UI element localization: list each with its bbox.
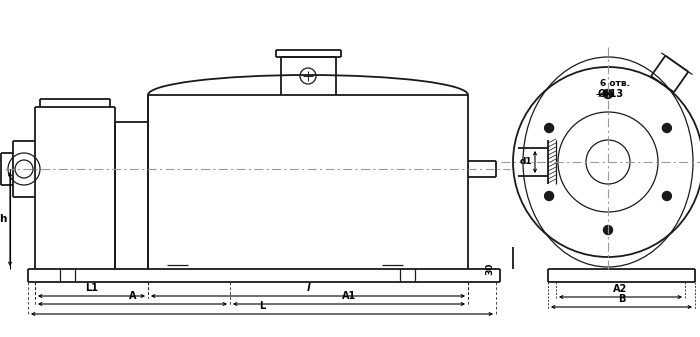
- Text: 30: 30: [485, 263, 494, 275]
- Text: d1: d1: [519, 157, 532, 166]
- Text: A2: A2: [613, 284, 628, 294]
- Circle shape: [545, 191, 554, 201]
- Text: A1: A1: [342, 291, 356, 301]
- Text: l: l: [307, 283, 309, 293]
- Text: L: L: [259, 301, 265, 311]
- Text: A: A: [129, 291, 137, 301]
- Circle shape: [603, 225, 612, 235]
- Circle shape: [662, 123, 671, 132]
- Text: 6 отв.: 6 отв.: [600, 80, 630, 89]
- Text: B: B: [618, 294, 625, 304]
- Text: Ø 13: Ø 13: [598, 89, 623, 99]
- Circle shape: [545, 123, 554, 132]
- Text: L1: L1: [85, 283, 98, 293]
- Text: h: h: [0, 214, 7, 224]
- Circle shape: [603, 90, 612, 98]
- Circle shape: [662, 191, 671, 201]
